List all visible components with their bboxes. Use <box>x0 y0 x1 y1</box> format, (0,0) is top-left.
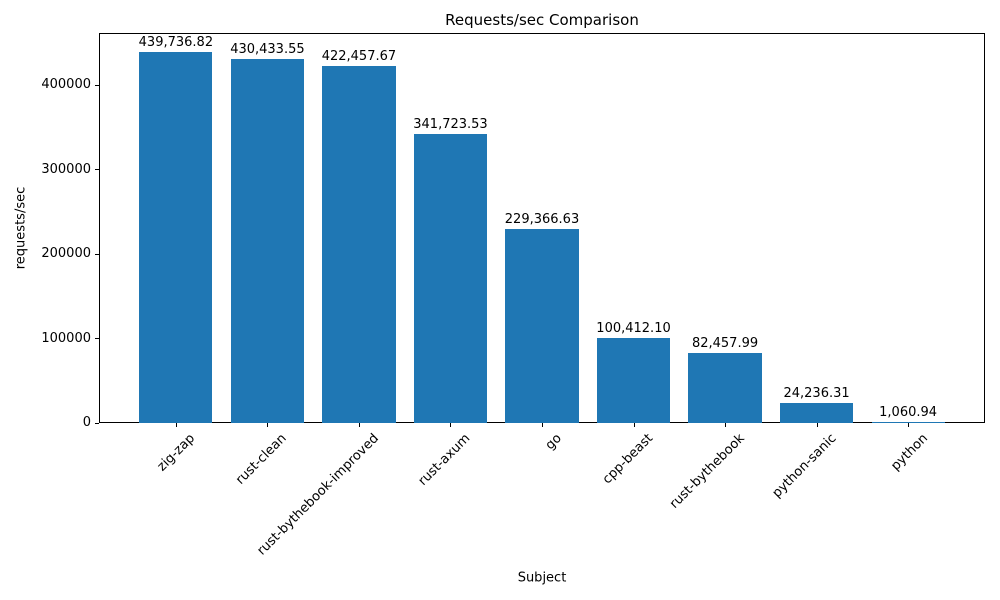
bar <box>413 134 488 423</box>
x-tick-label: zig-zap <box>155 431 199 475</box>
bar <box>230 59 305 423</box>
y-tick-mark <box>95 169 99 171</box>
x-tick-label: rust-axum <box>415 431 474 489</box>
bar <box>139 51 213 423</box>
bar-value-label: 341,723.53 <box>413 117 488 133</box>
bar <box>688 353 762 423</box>
bar <box>871 422 945 423</box>
x-tick-label: cpp-beast <box>599 431 657 488</box>
y-tick-label: 0 <box>82 415 91 430</box>
bar <box>322 66 396 423</box>
x-tick-label: python <box>887 431 931 474</box>
x-tick-mark <box>633 423 635 427</box>
x-tick-mark <box>816 423 818 427</box>
bar-value-label: 422,457.67 <box>321 49 397 65</box>
y-tick-mark <box>95 338 99 340</box>
x-axis-label: Subject <box>517 570 567 586</box>
bar-value-label: 229,366.63 <box>504 212 580 228</box>
x-tick-label: python-sanic <box>769 431 840 501</box>
bar-value-label: 82,457.99 <box>691 336 759 352</box>
bar-value-label: 430,433.55 <box>230 42 305 58</box>
y-tick-label: 300000 <box>41 161 91 177</box>
x-tick-mark <box>725 423 727 427</box>
bar-value-label: 439,736.82 <box>138 34 214 50</box>
y-tick-mark <box>95 253 99 255</box>
bar-value-label: 1,060.94 <box>879 405 938 420</box>
x-tick-label: rust-bythebook <box>666 431 748 512</box>
x-tick-mark <box>450 423 452 427</box>
bar-value-label: 100,412.10 <box>596 321 671 337</box>
x-tick-label: rust-clean <box>233 431 291 488</box>
x-tick-label: go <box>542 431 565 454</box>
bar-value-label: 24,236.31 <box>783 385 850 401</box>
x-tick-mark <box>542 423 543 427</box>
y-tick-label: 100000 <box>41 330 91 346</box>
x-tick-mark <box>358 423 360 427</box>
x-tick-mark <box>175 423 177 427</box>
x-tick-mark <box>267 423 269 427</box>
y-tick-mark <box>95 422 99 424</box>
bar <box>505 229 579 423</box>
y-tick-label: 400000 <box>41 77 91 93</box>
bar <box>596 338 671 423</box>
x-tick-mark <box>908 423 910 427</box>
chart-title: Requests/sec Comparison <box>445 11 639 29</box>
y-tick-mark <box>95 84 99 86</box>
bar <box>779 402 854 423</box>
y-tick-label: 200000 <box>41 246 91 262</box>
